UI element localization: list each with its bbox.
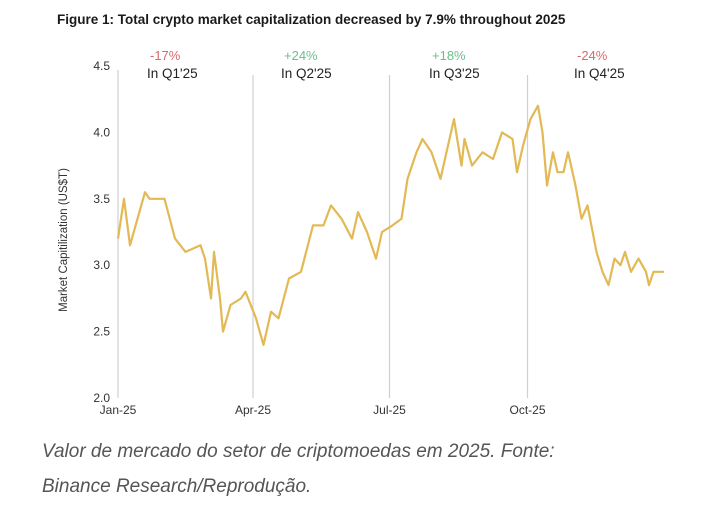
quarter-name-label: In Q1'25: [147, 66, 198, 81]
quarter-name-label: In Q2'25: [281, 66, 332, 81]
quarter-change-label: +18%: [432, 48, 466, 63]
quarter-change-label: +24%: [284, 48, 318, 63]
line-chart: Jan-25 Apr-25 Jul-25 Oct-25 2.0 2.5 3.0 3.5 4.0 4…: [58, 48, 664, 417]
x-tick-label: Apr-25: [235, 403, 271, 417]
quarter-name-label: In Q4'25: [574, 66, 625, 81]
caption-line-2: Binance Research/Reprodução.: [42, 476, 312, 497]
caption-line-1: Valor de mercado do setor de criptomoeda…: [42, 441, 555, 462]
quarter-change-label: -24%: [577, 48, 608, 63]
market-cap-line: [116, 104, 664, 346]
y-tick-label: 4.5: [93, 59, 110, 73]
y-tick-label: 3.5: [93, 192, 110, 206]
x-tick-label: Jan-25: [100, 403, 137, 417]
quarter-change-label: -17%: [150, 48, 181, 63]
x-tick-label: Oct-25: [509, 403, 545, 417]
y-tick-label: 2.0: [93, 391, 110, 405]
y-tick-label: 2.5: [93, 325, 110, 339]
y-tick-label: 3.0: [93, 258, 110, 272]
y-tick-label: 4.0: [93, 125, 110, 139]
quarter-name-label: In Q3'25: [429, 66, 480, 81]
x-tick-label: Jul-25: [373, 403, 406, 417]
chart-title: Figure 1: Total crypto market capitaliza…: [57, 12, 566, 27]
y-axis-label: Market Capitilization (US$T): [58, 168, 70, 312]
